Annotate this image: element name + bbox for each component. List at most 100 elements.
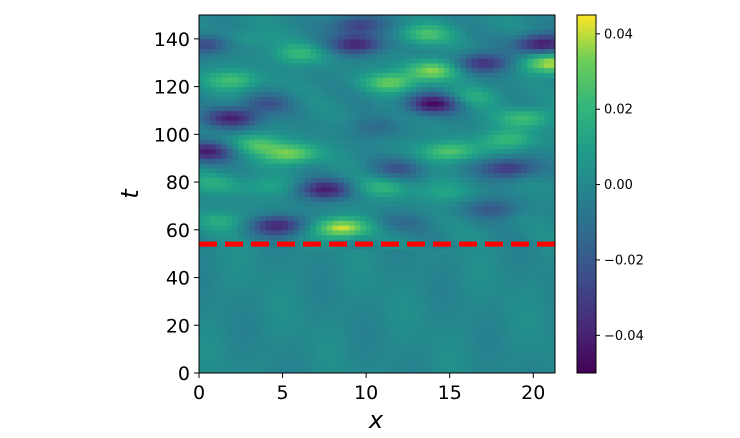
- heatmap-cell: [349, 306, 356, 312]
- heatmap-cell: [243, 210, 250, 217]
- heatmap-cell: [271, 320, 278, 326]
- heatmap-cell: [288, 296, 295, 302]
- heatmap-cell: [232, 248, 239, 255]
- heatmap-cell: [254, 358, 261, 365]
- heatmap-cell: [532, 186, 539, 193]
- heatmap-cell: [254, 81, 261, 88]
- heatmap-cell: [488, 72, 495, 78]
- heatmap-cell: [260, 253, 267, 260]
- heatmap-cell: [543, 358, 551, 365]
- heatmap-cell: [516, 62, 523, 69]
- heatmap-cell: [221, 310, 228, 317]
- heatmap-cell: [388, 91, 395, 97]
- heatmap-cell: [360, 115, 367, 121]
- heatmap-cell: [549, 315, 555, 322]
- heatmap-cell: [504, 287, 512, 293]
- heatmap-cell: [354, 225, 361, 231]
- heatmap-cell: [310, 244, 317, 250]
- heatmap-cell: [304, 167, 311, 174]
- heatmap-cell: [460, 129, 467, 135]
- heatmap-cell: [204, 139, 211, 145]
- heatmap-cell: [410, 263, 417, 269]
- heatmap-cell: [504, 186, 512, 193]
- heatmap-cell: [410, 225, 417, 231]
- heatmap-cell: [399, 15, 406, 21]
- heatmap-cell: [282, 34, 289, 40]
- heatmap-cell: [354, 215, 361, 221]
- heatmap-cell: [210, 248, 217, 255]
- heatmap-cell: [276, 120, 284, 126]
- heatmap-cell: [504, 196, 512, 202]
- heatmap-cell: [521, 196, 528, 202]
- heatmap-cell: [438, 258, 445, 264]
- heatmap-cell: [282, 129, 289, 135]
- heatmap-cell: [237, 120, 245, 126]
- heatmap-cell: [243, 129, 250, 135]
- heatmap-cell: [382, 29, 389, 35]
- heatmap-cell: [254, 330, 261, 336]
- heatmap-cell: [482, 215, 489, 221]
- heatmap-cell: [360, 282, 367, 288]
- heatmap-cell: [415, 191, 423, 197]
- heatmap-cell: [438, 244, 445, 250]
- heatmap-cell: [260, 48, 267, 54]
- heatmap-cell: [271, 363, 278, 369]
- heatmap-cell: [360, 210, 367, 217]
- heatmap-cell: [210, 48, 217, 54]
- heatmap-cell: [288, 158, 295, 164]
- heatmap-cell: [204, 248, 211, 255]
- heatmap-cell: [482, 306, 489, 312]
- heatmap-cell: [365, 272, 373, 279]
- heatmap-cell: [460, 258, 467, 264]
- heatmap-cell: [293, 19, 300, 26]
- heatmap-cell: [393, 358, 400, 365]
- heatmap-cell: [488, 349, 495, 355]
- heatmap-cell: [204, 196, 211, 202]
- heatmap-cell: [288, 186, 295, 193]
- heatmap-cell: [527, 282, 534, 288]
- heatmap-cell: [265, 330, 272, 336]
- heatmap-cell: [210, 19, 217, 26]
- heatmap-cell: [382, 301, 389, 307]
- heatmap-cell: [404, 220, 411, 226]
- heatmap-cell: [460, 19, 467, 26]
- heatmap-cell: [454, 330, 462, 336]
- heatmap-cell: [260, 105, 267, 112]
- heatmap-cell: [321, 167, 328, 174]
- heatmap-cell: [482, 210, 489, 217]
- x-tick-label: 10: [354, 382, 378, 404]
- heatmap-cell: [221, 225, 228, 231]
- heatmap-cell: [549, 339, 555, 345]
- heatmap-cell: [260, 143, 267, 150]
- heatmap-cell: [315, 53, 322, 59]
- heatmap-cell: [265, 368, 272, 373]
- heatmap-cell: [432, 143, 439, 150]
- heatmap-cell: [399, 244, 406, 250]
- heatmap-cell: [310, 24, 317, 30]
- heatmap-cell: [488, 134, 495, 140]
- heatmap-cell: [299, 191, 306, 197]
- heatmap-cell: [543, 330, 551, 336]
- heatmap-cell: [443, 143, 450, 150]
- heatmap-cell: [538, 172, 545, 178]
- heatmap-cell: [521, 229, 528, 236]
- heatmap-cell: [332, 72, 339, 78]
- heatmap-cell: [532, 234, 539, 240]
- heatmap-cell: [343, 115, 350, 121]
- heatmap-cell: [410, 91, 417, 97]
- heatmap-cell: [215, 287, 222, 293]
- heatmap-cell: [477, 282, 484, 288]
- heatmap-cell: [504, 91, 512, 97]
- y-axis-label: t: [116, 188, 144, 199]
- heatmap-cell: [393, 291, 400, 298]
- heatmap-cell: [371, 301, 378, 307]
- heatmap-cell: [449, 100, 456, 107]
- heatmap-cell: [304, 267, 311, 274]
- heatmap-cell: [365, 167, 373, 174]
- heatmap-cell: [371, 239, 378, 245]
- heatmap-cell: [493, 15, 500, 21]
- heatmap-cell: [399, 330, 406, 336]
- heatmap-cell: [438, 277, 445, 283]
- heatmap-cell: [254, 29, 261, 35]
- heatmap-cell: [288, 29, 295, 35]
